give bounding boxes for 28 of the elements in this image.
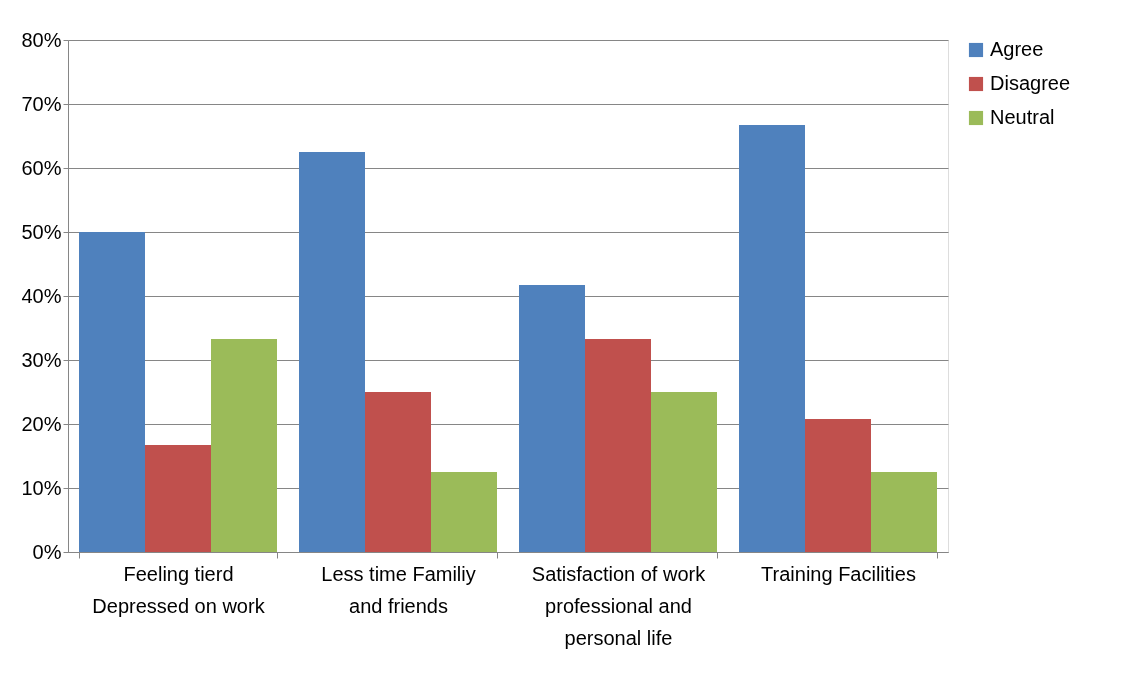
- y-tick-label: 60%: [21, 156, 62, 179]
- y-tick-label: 10%: [21, 476, 62, 499]
- x-tick-label: Training Facilities: [761, 562, 916, 585]
- bar: [145, 445, 211, 552]
- bar: [211, 338, 277, 552]
- bar: [519, 285, 585, 552]
- bar: [739, 125, 805, 552]
- bar: [299, 152, 365, 552]
- legend-label: Agree: [990, 38, 1044, 60]
- bar: [871, 472, 937, 552]
- y-tick-label: 50%: [21, 220, 62, 243]
- bar: [431, 472, 497, 552]
- bar: [585, 338, 651, 552]
- legend-label: Neutral: [990, 106, 1055, 128]
- y-tick-label: 30%: [21, 348, 62, 371]
- legend-label: Disagree: [990, 72, 1071, 94]
- bar: [79, 232, 145, 552]
- x-tick-label: Less time Familiy and friends: [321, 562, 476, 617]
- x-tick-label: Satisfaction of work professional and personal life: [531, 562, 707, 649]
- x-tick-label: Feeling tierd Depressed on work: [92, 562, 266, 617]
- bar: [365, 392, 431, 552]
- y-tick-label: 0%: [32, 540, 62, 563]
- bar: [805, 418, 871, 552]
- y-tick-label: 70%: [21, 92, 62, 115]
- y-tick-label: 40%: [21, 284, 62, 307]
- y-tick-label: 80%: [21, 28, 62, 51]
- bar: [651, 392, 717, 552]
- y-tick-label: 20%: [21, 412, 62, 435]
